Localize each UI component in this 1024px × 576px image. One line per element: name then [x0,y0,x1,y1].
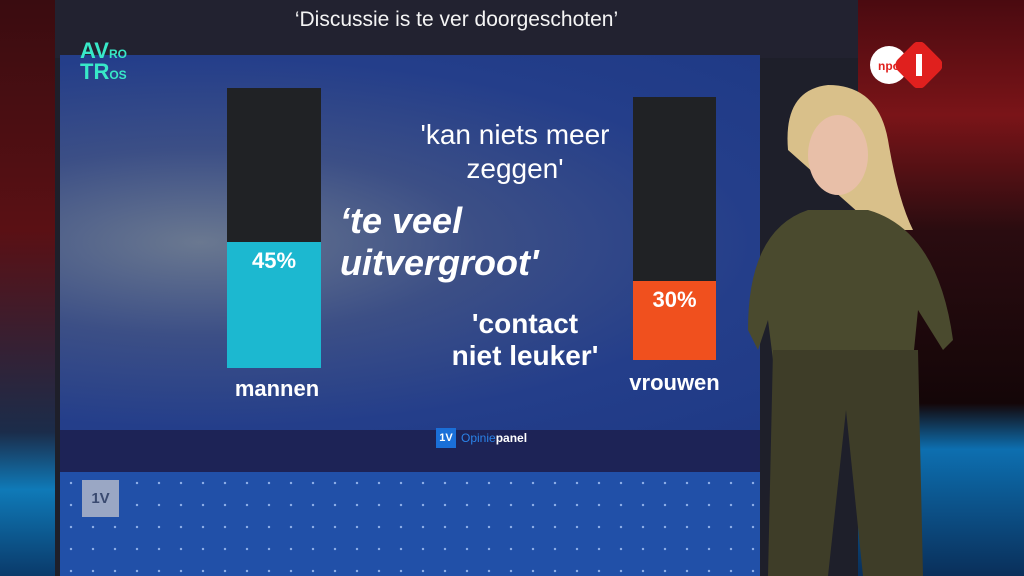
quote-2: ‘te veel uitvergroot' [340,200,539,283]
opiniepanel-brand: Opiniepanel [461,431,527,445]
title-band [55,0,858,58]
chart-title: ‘Discussie is te ver doorgeschoten’ [294,8,619,31]
bar-vrouwen [633,281,716,360]
svg-text:npo: npo [878,59,900,73]
studio-background-left [0,0,58,576]
footer-band [60,430,760,472]
presenter [748,85,953,576]
brand-part-b: panel [495,431,528,445]
quote-3: 'contact niet leuker' [451,308,599,371]
npo1-logo: npo [870,42,942,88]
brand-part-a: Opinie [461,431,496,445]
quote-1: 'kan niets meer zeggen' [420,119,610,184]
value-label-mannen: 45% [251,248,297,273]
bar-mannen [227,242,321,368]
corner-1v-badge: 1V [82,480,119,517]
value-label-vrouwen: 30% [652,287,697,313]
category-label-mannen: mannen [234,376,320,401]
avrotros-logo: AVRO TROS [80,38,127,84]
opiniepanel-badge: 1V [436,428,456,448]
dotted-pattern-panel [60,472,760,576]
category-label-vrouwen: vrouwen [629,370,720,395]
